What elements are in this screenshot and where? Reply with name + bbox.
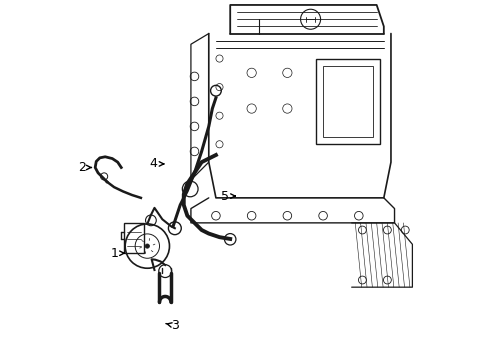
Text: 1: 1 bbox=[110, 247, 118, 260]
Text: 3: 3 bbox=[170, 319, 179, 332]
Text: 2: 2 bbox=[78, 161, 86, 174]
Text: 5: 5 bbox=[221, 190, 228, 203]
Text: 4: 4 bbox=[149, 157, 157, 170]
Bar bbox=[123, 223, 144, 253]
Bar bbox=[323, 66, 372, 137]
Circle shape bbox=[145, 244, 149, 248]
Bar bbox=[315, 59, 380, 144]
